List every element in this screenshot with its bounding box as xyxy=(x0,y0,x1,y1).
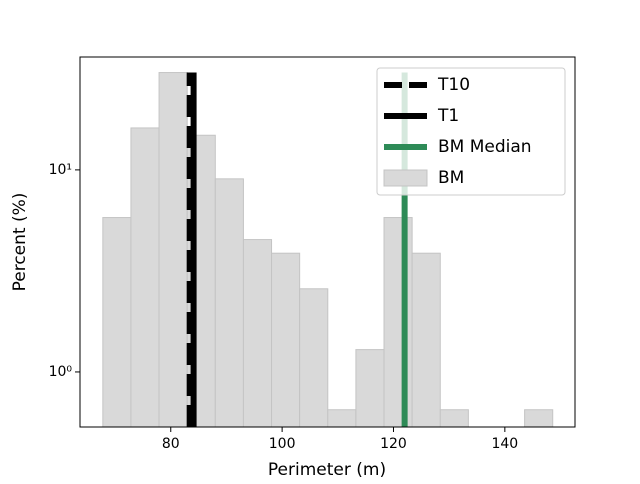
bar xyxy=(327,409,357,428)
bar xyxy=(383,217,413,428)
x-tick-label: 80 xyxy=(162,436,180,452)
legend-label: BM Median xyxy=(438,137,532,157)
bar xyxy=(355,349,385,428)
axes-frame xyxy=(79,56,576,428)
legend-label: BM xyxy=(438,168,464,188)
x-tick-label: 120 xyxy=(380,436,407,452)
bar xyxy=(524,409,554,428)
bar xyxy=(271,252,301,428)
y-axis-label: Percent (%) xyxy=(10,193,30,292)
bar xyxy=(130,127,160,428)
legend-swatch xyxy=(383,169,428,187)
legend-label: T10 xyxy=(437,75,470,95)
y-tick-label: 10¹ xyxy=(49,162,72,178)
y-tick-label: 10⁰ xyxy=(49,364,73,380)
legend-box xyxy=(376,67,566,196)
bar xyxy=(158,72,188,428)
bar xyxy=(102,217,132,428)
bar xyxy=(411,252,441,428)
legend-label: T1 xyxy=(437,106,459,126)
bar xyxy=(214,178,244,428)
bar xyxy=(242,239,273,428)
x-axis-label: Perimeter (m) xyxy=(268,460,386,480)
bar xyxy=(299,288,329,428)
x-tick-label: 140 xyxy=(491,436,518,452)
bar xyxy=(439,409,469,428)
x-tick-label: 100 xyxy=(269,436,296,452)
